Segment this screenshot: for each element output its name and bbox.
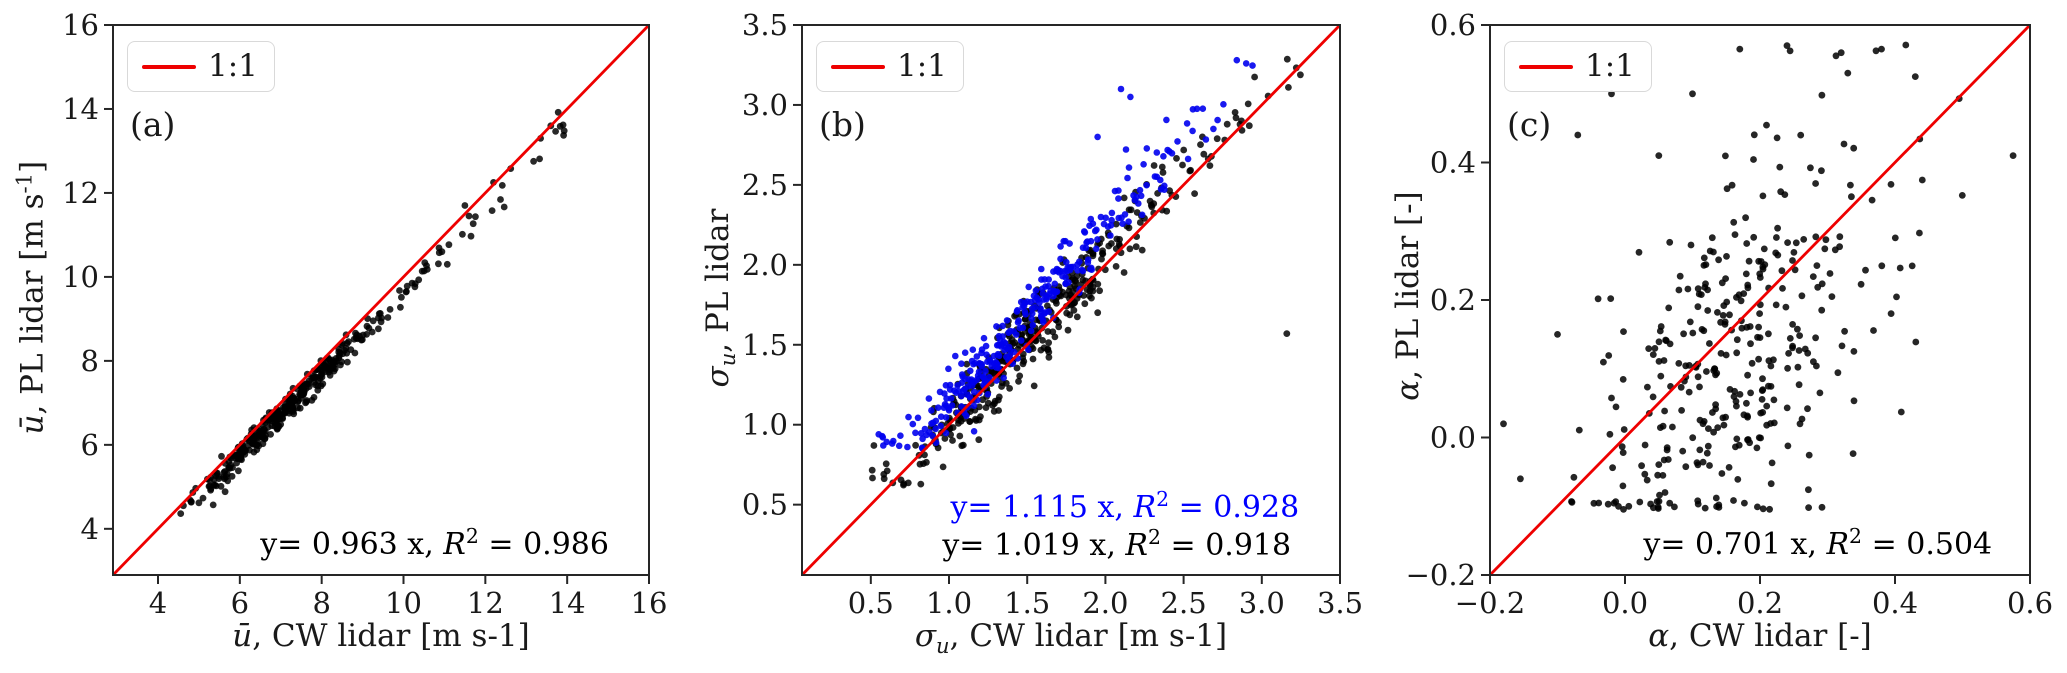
fit-annotation: y= 0.701 x, R2 = 0.504 xyxy=(1643,523,1993,562)
panel-letter: (b) xyxy=(819,105,866,144)
svg-text:3.5: 3.5 xyxy=(1317,586,1363,620)
tick-labels: 4 6 8 10 12 14 16 4 6 8 10 12 14 16 xyxy=(62,8,667,620)
svg-text:12: 12 xyxy=(467,586,504,620)
svg-text:1.5: 1.5 xyxy=(742,328,788,362)
legend: 1:1 xyxy=(1504,41,1652,92)
svg-text:3.0: 3.0 xyxy=(1239,586,1285,620)
x-axis-label: ū, CW lidar [m s-1] xyxy=(232,618,530,654)
svg-text:6: 6 xyxy=(81,428,99,462)
svg-text:16: 16 xyxy=(62,8,99,42)
svg-text:−0.2: −0.2 xyxy=(1406,558,1476,592)
x-axis-label: α, CW lidar [-] xyxy=(1648,618,1872,654)
svg-text:14: 14 xyxy=(549,586,586,620)
fit-annotation: y= 0.963 x, R2 = 0.986 xyxy=(260,523,609,562)
svg-text:1.0: 1.0 xyxy=(926,586,972,620)
svg-text:8: 8 xyxy=(312,586,330,620)
svg-text:14: 14 xyxy=(62,92,99,126)
svg-text:0.2: 0.2 xyxy=(1430,283,1476,317)
svg-text:4: 4 xyxy=(81,512,99,546)
x-axis-label: σu, CW lidar [m s-1] xyxy=(914,618,1228,659)
legend-line-sample xyxy=(1519,64,1573,69)
svg-text:0.5: 0.5 xyxy=(742,488,788,522)
svg-text:2.0: 2.0 xyxy=(1082,586,1128,620)
svg-text:0.5: 0.5 xyxy=(848,586,894,620)
scatter-series-shear-exponent xyxy=(1500,41,2017,513)
y-axis-label: ū, PL lidar [m s-1] xyxy=(11,160,51,435)
svg-text:12: 12 xyxy=(62,176,99,210)
svg-text:0.0: 0.0 xyxy=(1602,586,1648,620)
svg-text:1.0: 1.0 xyxy=(742,408,788,442)
panel-letter: (a) xyxy=(130,105,176,144)
svg-text:16: 16 xyxy=(631,586,668,620)
fit-annotation: y= 1.019 x, R2 = 0.918 xyxy=(942,525,1292,564)
svg-text:2.0: 2.0 xyxy=(742,248,788,282)
tick-marks xyxy=(104,24,650,584)
svg-text:0.0: 0.0 xyxy=(1430,421,1476,455)
y-axis-label: α, PL lidar [-] xyxy=(1390,191,1426,401)
legend-label: 1:1 xyxy=(1585,48,1635,84)
legend-line-sample xyxy=(831,64,885,69)
svg-text:0.6: 0.6 xyxy=(1430,8,1476,42)
tick-marks xyxy=(1481,24,2031,584)
axes-frame xyxy=(112,24,650,576)
svg-text:10: 10 xyxy=(385,586,422,620)
panel-letter: (c) xyxy=(1507,105,1552,144)
legend: 1:1 xyxy=(816,41,964,92)
tick-labels: −0.2 0.0 0.2 0.4 0.6 −0.2 0.0 0.2 0.4 0.6 xyxy=(1406,8,2053,620)
tick-marks xyxy=(793,24,1341,584)
svg-text:1.5: 1.5 xyxy=(1004,586,1050,620)
scatter-series-mean-wind-speed xyxy=(177,108,568,517)
identity-line xyxy=(111,24,651,576)
svg-text:0.2: 0.2 xyxy=(1737,586,1783,620)
svg-text:3.5: 3.5 xyxy=(742,8,788,42)
fit-annotation: y= 1.115 x, R2 = 0.928 xyxy=(950,486,1300,525)
legend: 1:1 xyxy=(127,41,275,92)
svg-text:6: 6 xyxy=(231,586,249,620)
svg-text:0.4: 0.4 xyxy=(1872,586,1918,620)
y-axis-label: σu, PL lidar xyxy=(699,208,741,388)
svg-text:8: 8 xyxy=(81,344,99,378)
legend-line-sample xyxy=(142,64,196,69)
legend-label: 1:1 xyxy=(208,48,258,84)
legend-label: 1:1 xyxy=(897,48,947,84)
svg-text:0.4: 0.4 xyxy=(1430,146,1476,180)
tick-labels: 0.5 1.0 1.5 2.0 2.5 3.0 3.5 0.5 1.0 1.5 2.0 2.5 3.0 3… xyxy=(742,8,1363,620)
svg-text:10: 10 xyxy=(62,260,99,294)
identity-line xyxy=(1489,24,2031,576)
axes-frame xyxy=(801,24,1341,576)
scatter-series-sigma-u-blue xyxy=(875,56,1256,452)
svg-text:4: 4 xyxy=(149,586,167,620)
svg-text:2.5: 2.5 xyxy=(1161,586,1207,620)
svg-text:2.5: 2.5 xyxy=(742,168,788,202)
svg-text:3.0: 3.0 xyxy=(742,88,788,122)
svg-text:0.6: 0.6 xyxy=(2007,586,2053,620)
svg-text:−0.2: −0.2 xyxy=(1455,586,1525,620)
identity-line xyxy=(800,24,1342,576)
